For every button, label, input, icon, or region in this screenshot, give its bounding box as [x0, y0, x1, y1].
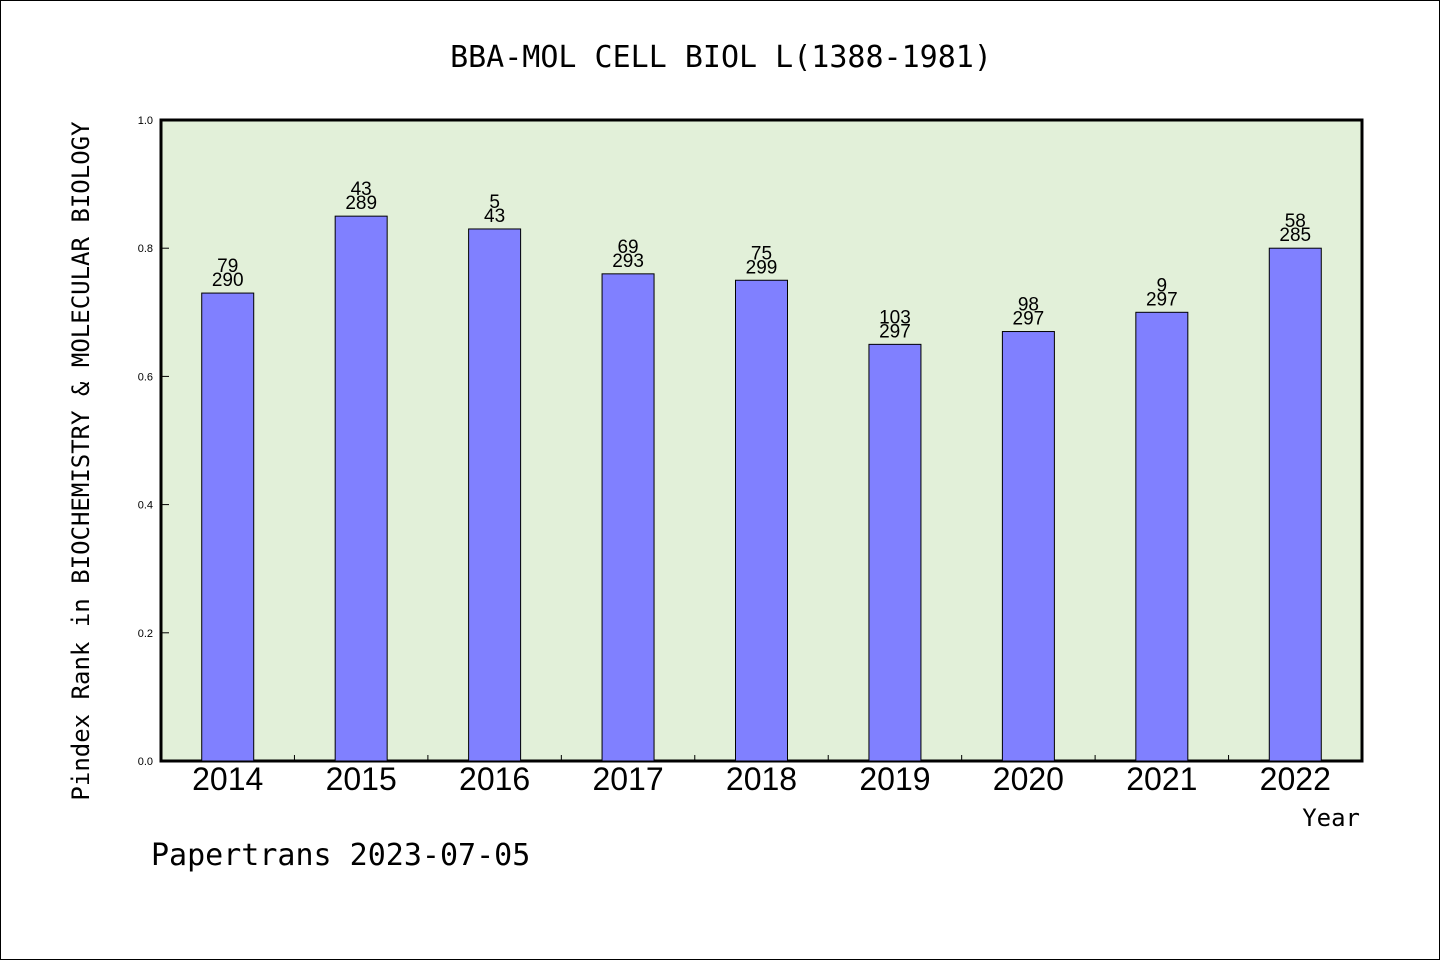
x-tick-label: 2018 — [726, 761, 797, 797]
bar-rank-label: 79 — [217, 256, 238, 277]
x-tick-label: 2022 — [1260, 761, 1331, 797]
bar-total-label: 290 — [212, 270, 244, 291]
bar-rank-label: 9 — [1157, 275, 1168, 296]
bar-total-label: 297 — [879, 321, 911, 342]
bar-total-label: 293 — [612, 251, 644, 272]
bar-2019 — [868, 343, 922, 762]
bar-rank-label: 69 — [617, 237, 638, 258]
bar-total-label: 43 — [484, 206, 505, 227]
bar-total-label: 297 — [1146, 289, 1178, 310]
y-tick-label: 1.0 — [138, 115, 153, 127]
x-tick-label: 2017 — [592, 761, 663, 797]
x-tick-label: 2021 — [1126, 761, 1197, 797]
x-tick-label: 2020 — [993, 761, 1064, 797]
x-tick-label: 2016 — [459, 761, 530, 797]
bar-rank-label: 5 — [489, 192, 500, 213]
bar-total-label: 297 — [1013, 309, 1045, 330]
bar-rank-label: 58 — [1285, 211, 1306, 232]
bar-2020 — [1001, 331, 1055, 762]
x-tick-label: 2014 — [192, 761, 263, 797]
bar-2018 — [735, 279, 788, 762]
chart-title: BBA-MOL CELL BIOL L(1388-1981) — [450, 40, 992, 75]
y-axis-label: Pindex Rank in BIOCHEMISTRY & MOLECULAR … — [67, 121, 95, 801]
y-tick-label: 0.6 — [138, 371, 153, 383]
credit-text: Papertrans 2023-07-05 — [151, 838, 530, 873]
bar-rank-label: 75 — [751, 243, 772, 264]
bar-2017 — [601, 273, 655, 762]
bar-total-label: 299 — [746, 257, 778, 278]
y-tick-label: 0.8 — [138, 243, 153, 255]
x-axis-label: Year — [1302, 804, 1360, 832]
bar-2016 — [468, 228, 522, 762]
y-axis: 0.0 0.2 0.4 0.6 0.8 1.0 — [138, 115, 169, 768]
bar-rank-label: 43 — [351, 179, 372, 200]
bar-2014 — [201, 292, 255, 762]
bar-total-label: 285 — [1279, 225, 1311, 246]
bar-2015 — [334, 215, 388, 762]
x-tick-label: 2015 — [326, 761, 397, 797]
x-axis: 2014 2015 2016 2017 2018 2019 2020 2021 2022 — [192, 755, 1331, 797]
bar-total-label: 289 — [345, 193, 377, 214]
y-tick-label: 0.0 — [138, 756, 153, 768]
y-tick-label: 0.4 — [138, 500, 153, 512]
bar-rank-label: 103 — [879, 307, 911, 328]
bar-2022 — [1268, 247, 1322, 762]
bar-2021 — [1135, 311, 1189, 762]
x-tick-label: 2019 — [859, 761, 930, 797]
bar-rank-label: 98 — [1018, 295, 1039, 316]
y-tick-label: 0.2 — [138, 628, 153, 640]
